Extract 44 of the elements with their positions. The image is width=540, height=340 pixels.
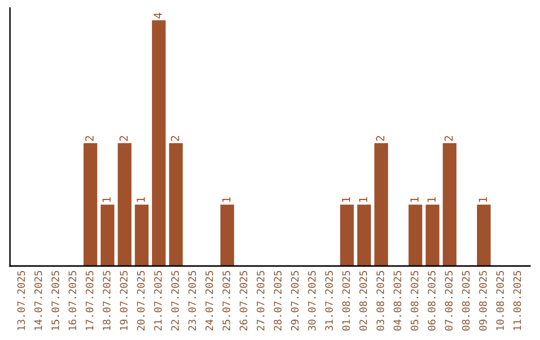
x-tick-label: 02.08.2025 — [359, 270, 368, 331]
x-tick-label: 07.08.2025 — [444, 270, 453, 331]
x-tick-label: 20.07.2025 — [137, 270, 145, 330]
data-label: 1 — [222, 197, 230, 202]
x-tick-label: 17.07.2025 — [86, 270, 94, 330]
x-tick-label: 11.08.2025 — [513, 270, 521, 330]
x-tick-label: 09.08.2025 — [479, 270, 487, 331]
data-label: 2 — [119, 136, 128, 141]
data-label: 2 — [170, 136, 180, 141]
x-tick-label: 18.07.2025 — [102, 270, 110, 330]
data-label: 1 — [359, 197, 368, 202]
x-tick-label: 08.08.2025 — [462, 270, 470, 331]
x-tick-label: 03.08.2025 — [376, 270, 384, 331]
x-tick-label: 13.07.2025 — [17, 270, 25, 330]
data-label: 1 — [410, 197, 418, 202]
x-tick-label: 16.07.2025 — [68, 270, 76, 330]
x-tick-label: 01.08.2025 — [342, 270, 350, 331]
data-label: 1 — [136, 197, 145, 202]
data-label: 2 — [444, 136, 453, 141]
x-tick-label: 25.07.2025 — [222, 270, 230, 330]
x-tick-label: 24.07.2025 — [205, 270, 214, 330]
x-tick-label: 15.07.2025 — [51, 270, 60, 330]
data-label: 4 — [154, 12, 162, 18]
data-label: 1 — [342, 197, 350, 202]
x-tick-label: 04.08.2025 — [394, 270, 402, 331]
x-tick-label: 10.08.2025 — [496, 270, 504, 330]
x-tick-label: 26.07.2025 — [240, 270, 248, 330]
data-label: 2 — [376, 136, 384, 141]
x-tick-label: 23.07.2025 — [188, 270, 196, 330]
x-tick-label: 05.08.2025 — [410, 270, 418, 331]
x-tick-label: 22.07.2025 — [171, 270, 179, 330]
data-label: 1 — [102, 197, 111, 202]
x-tick-label: 30.07.2025 — [308, 270, 316, 331]
x-tick-label: 27.07.2025 — [256, 270, 264, 330]
data-label: 2 — [85, 136, 94, 141]
x-tick-label: 29.07.2025 — [290, 270, 299, 330]
x-tick-label: 28.07.2025 — [274, 270, 282, 330]
x-tick-label: 31.07.2025 — [325, 270, 333, 331]
x-tick-label: 14.07.2025 — [34, 270, 42, 330]
x-tick-label: 06.08.2025 — [428, 270, 436, 331]
x-tick-label: 21.07.2025 — [154, 270, 162, 330]
x-tick-label: 19.07.2025 — [120, 270, 128, 330]
data-label: 1 — [478, 197, 487, 202]
data-label: 1 — [427, 197, 436, 202]
